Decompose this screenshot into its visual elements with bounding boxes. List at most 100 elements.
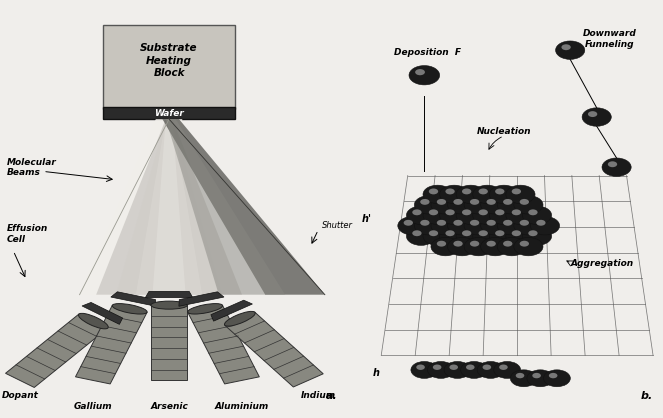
Circle shape (420, 199, 430, 205)
Circle shape (487, 199, 496, 205)
Polygon shape (111, 292, 156, 306)
Circle shape (456, 227, 485, 245)
Circle shape (431, 237, 460, 256)
Polygon shape (82, 303, 123, 324)
Circle shape (527, 370, 554, 387)
Polygon shape (162, 119, 325, 295)
Circle shape (520, 199, 529, 205)
Circle shape (429, 209, 438, 215)
Ellipse shape (188, 303, 223, 314)
Text: Arsenic: Arsenic (150, 402, 188, 411)
Circle shape (440, 227, 469, 245)
Circle shape (489, 227, 518, 245)
Circle shape (520, 241, 529, 247)
Circle shape (530, 217, 560, 235)
Circle shape (514, 196, 543, 214)
Circle shape (489, 185, 518, 204)
Circle shape (416, 364, 425, 370)
Polygon shape (145, 291, 193, 298)
Circle shape (503, 220, 512, 226)
Circle shape (462, 230, 471, 236)
Text: Indium: Indium (301, 391, 335, 400)
Circle shape (462, 209, 471, 215)
Circle shape (602, 158, 631, 176)
Circle shape (481, 196, 510, 214)
FancyBboxPatch shape (103, 107, 235, 119)
Circle shape (532, 373, 541, 378)
Circle shape (497, 217, 526, 235)
Circle shape (503, 241, 512, 247)
Text: Wafer: Wafer (154, 109, 184, 118)
Polygon shape (152, 119, 186, 295)
Circle shape (423, 185, 452, 204)
Text: Deposition  F: Deposition F (394, 48, 461, 57)
Circle shape (497, 196, 526, 214)
Circle shape (470, 199, 479, 205)
Text: Nucleation: Nucleation (477, 127, 531, 136)
Polygon shape (225, 312, 324, 387)
Circle shape (415, 69, 425, 75)
Text: Shutter: Shutter (322, 221, 353, 230)
Circle shape (536, 220, 546, 226)
Text: Aluminium: Aluminium (215, 402, 269, 411)
Circle shape (448, 196, 477, 214)
Circle shape (522, 227, 552, 245)
Circle shape (453, 241, 463, 247)
Text: Gallium: Gallium (74, 402, 112, 411)
Circle shape (431, 196, 460, 214)
Polygon shape (96, 119, 242, 295)
Circle shape (440, 185, 469, 204)
FancyBboxPatch shape (103, 25, 235, 109)
Circle shape (448, 237, 477, 256)
Text: Dopant: Dopant (1, 391, 38, 400)
Circle shape (453, 220, 463, 226)
Circle shape (514, 217, 543, 235)
Polygon shape (179, 292, 224, 306)
Circle shape (528, 209, 538, 215)
Circle shape (420, 220, 430, 226)
Circle shape (446, 209, 455, 215)
Circle shape (411, 362, 438, 378)
Circle shape (487, 241, 496, 247)
Text: h: h (372, 368, 379, 378)
Circle shape (406, 206, 436, 224)
Text: b.: b. (641, 391, 653, 401)
Circle shape (608, 161, 617, 167)
Circle shape (522, 206, 552, 224)
Circle shape (473, 227, 502, 245)
Circle shape (462, 189, 471, 194)
Circle shape (549, 373, 558, 378)
Circle shape (446, 189, 455, 194)
Circle shape (398, 217, 427, 235)
Circle shape (512, 230, 521, 236)
Ellipse shape (78, 314, 108, 329)
Circle shape (461, 362, 487, 378)
Circle shape (512, 209, 521, 215)
Circle shape (479, 230, 488, 236)
Circle shape (437, 241, 446, 247)
Circle shape (456, 206, 485, 224)
Circle shape (556, 41, 585, 59)
Circle shape (431, 217, 460, 235)
Circle shape (414, 217, 444, 235)
Circle shape (412, 209, 422, 215)
Text: Molecular
Beams: Molecular Beams (7, 158, 56, 177)
Circle shape (437, 199, 446, 205)
Circle shape (479, 189, 488, 194)
Circle shape (514, 237, 543, 256)
Circle shape (446, 230, 455, 236)
Circle shape (512, 189, 521, 194)
Circle shape (437, 220, 446, 226)
Circle shape (516, 373, 524, 378)
Circle shape (528, 230, 538, 236)
Circle shape (481, 237, 510, 256)
Circle shape (494, 362, 520, 378)
Circle shape (429, 230, 438, 236)
Polygon shape (211, 300, 253, 321)
Circle shape (450, 364, 458, 370)
Circle shape (453, 199, 463, 205)
Circle shape (404, 220, 413, 226)
Circle shape (506, 185, 535, 204)
Circle shape (495, 189, 505, 194)
Circle shape (414, 196, 444, 214)
